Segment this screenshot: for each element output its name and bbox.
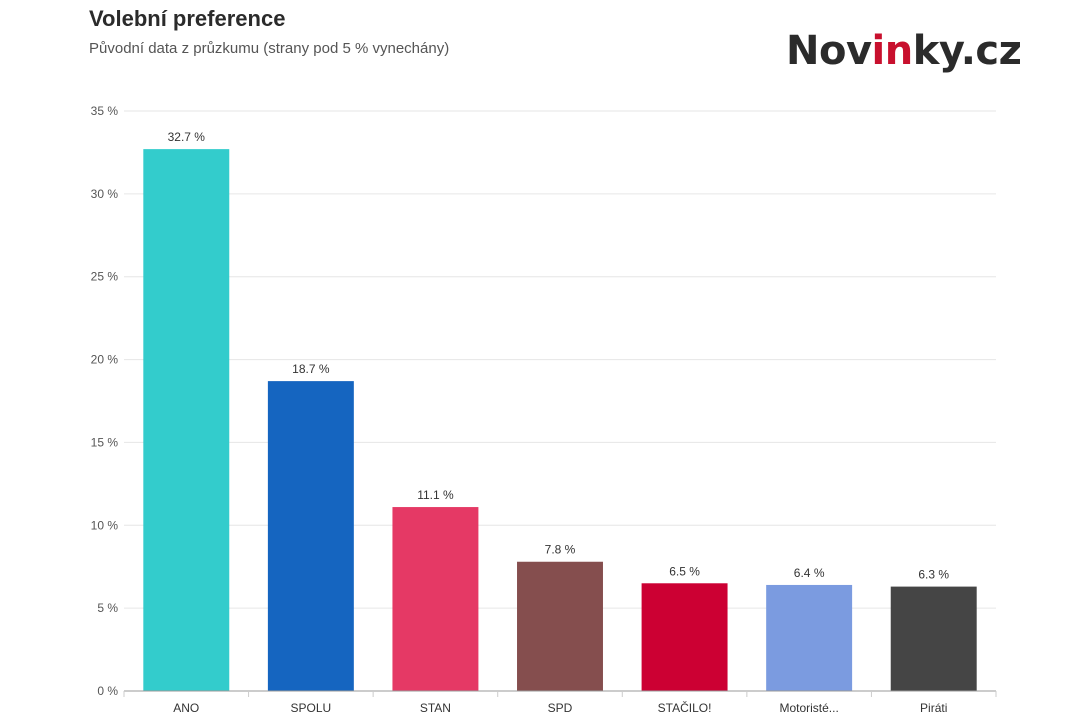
x-axis: ANO SPOLU STAN SPD STAČILO! Motoristé... Pirát… — [123, 690, 997, 715]
y-tick-label: 35 % — [91, 104, 119, 118]
bar-1[interactable] — [143, 149, 230, 692]
logo-part-1: Nov — [786, 28, 872, 74]
grid-lines — [124, 110, 996, 609]
bar-2[interactable] — [267, 381, 354, 691]
logo-part-2: in — [871, 28, 914, 74]
data-label: 11.1 % — [417, 488, 454, 502]
y-tick-label: 0 % — [97, 684, 118, 698]
chart-subtitle: Původní data z průzkumu (strany pod 5 % … — [89, 40, 450, 57]
x-category-label: Motoristé... — [779, 701, 838, 715]
bar-5[interactable] — [641, 583, 728, 691]
x-category-label: STAČILO! — [658, 700, 712, 715]
data-label: 7.8 % — [545, 543, 576, 557]
x-category-label: SPD — [548, 701, 573, 715]
x-category-label: Piráti — [920, 701, 947, 715]
x-category-label: SPOLU — [291, 701, 332, 715]
bars — [143, 149, 977, 692]
y-tick-label: 10 % — [91, 518, 119, 532]
bar-6[interactable] — [766, 584, 853, 691]
bar-4[interactable] — [517, 561, 603, 691]
y-tick-label: 15 % — [91, 435, 119, 449]
y-tick-label: 5 % — [97, 601, 118, 615]
x-category-label: ANO — [173, 701, 199, 715]
data-label: 18.7 % — [292, 362, 330, 376]
chart-title: Volební preference — [89, 6, 286, 31]
data-label: 6.4 % — [794, 566, 825, 580]
data-labels: 32.7 % 18.7 % 11.1 % 7.8 % 6.5 % 6.4 % 6.3 % — [168, 130, 950, 581]
y-tick-label: 20 % — [91, 353, 119, 367]
y-tick-label: 30 % — [91, 187, 119, 201]
bar-3[interactable] — [392, 507, 479, 691]
logo-part-3: ky.cz — [912, 28, 1022, 74]
data-label: 32.7 % — [168, 130, 206, 144]
data-label: 6.3 % — [918, 568, 949, 582]
x-category-label: STAN — [420, 701, 451, 715]
y-tick-label: 25 % — [91, 270, 119, 284]
bar-7[interactable] — [890, 586, 977, 691]
novinky-logo[interactable]: Novinky.cz — [786, 28, 1022, 74]
data-label: 6.5 % — [669, 564, 700, 578]
y-axis-ticks: 0 % 5 % 10 % 15 % 20 % 25 % 30 % 35 % — [91, 104, 119, 698]
